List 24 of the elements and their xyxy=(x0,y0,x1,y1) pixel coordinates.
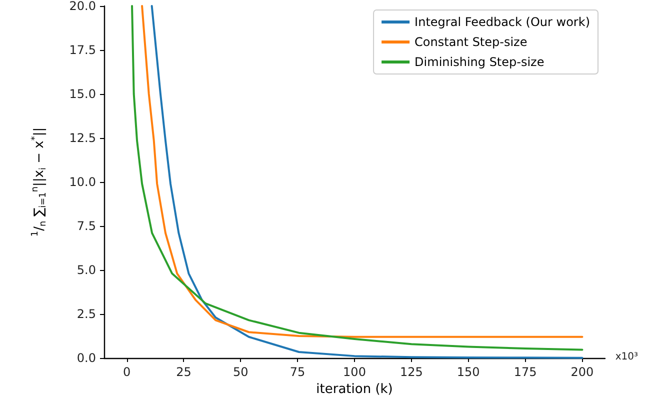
y-tick-label: 0.0 xyxy=(76,351,96,365)
y-tick-label: 2.5 xyxy=(76,307,96,321)
x-tick-label: 75 xyxy=(290,365,306,379)
text: x10³ xyxy=(615,352,638,362)
y-tick-label: 12.5 xyxy=(69,131,96,145)
x-tick-label: 175 xyxy=(514,365,537,379)
x-tick-label: 0 xyxy=(122,365,131,379)
y-tick-label: 17.5 xyxy=(69,43,96,57)
legend-label: Integral Feedback (Our work) xyxy=(414,15,590,29)
x-tick-label: 150 xyxy=(456,365,480,379)
y-tick-label: 7.5 xyxy=(76,219,96,233)
y-tick-label: 10.0 xyxy=(69,175,96,189)
x-tick-label: 25 xyxy=(176,365,192,379)
x-tick-label: 100 xyxy=(343,365,366,379)
y-tick-label: 15.0 xyxy=(69,87,96,101)
x-tick-label: 50 xyxy=(232,365,248,379)
x-tick-label: 125 xyxy=(400,365,423,379)
y-tick-label: 20.0 xyxy=(69,0,96,13)
x-tick-label: 200 xyxy=(570,365,594,379)
text: 1/n ∑i=1n||xi − x*|| xyxy=(30,127,48,237)
legend-label: Constant Step-size xyxy=(414,35,528,49)
legend-label: Diminishing Step-size xyxy=(414,55,544,69)
y-tick-label: 5.0 xyxy=(76,263,96,277)
x-axis-title: iteration (k) xyxy=(316,382,393,397)
